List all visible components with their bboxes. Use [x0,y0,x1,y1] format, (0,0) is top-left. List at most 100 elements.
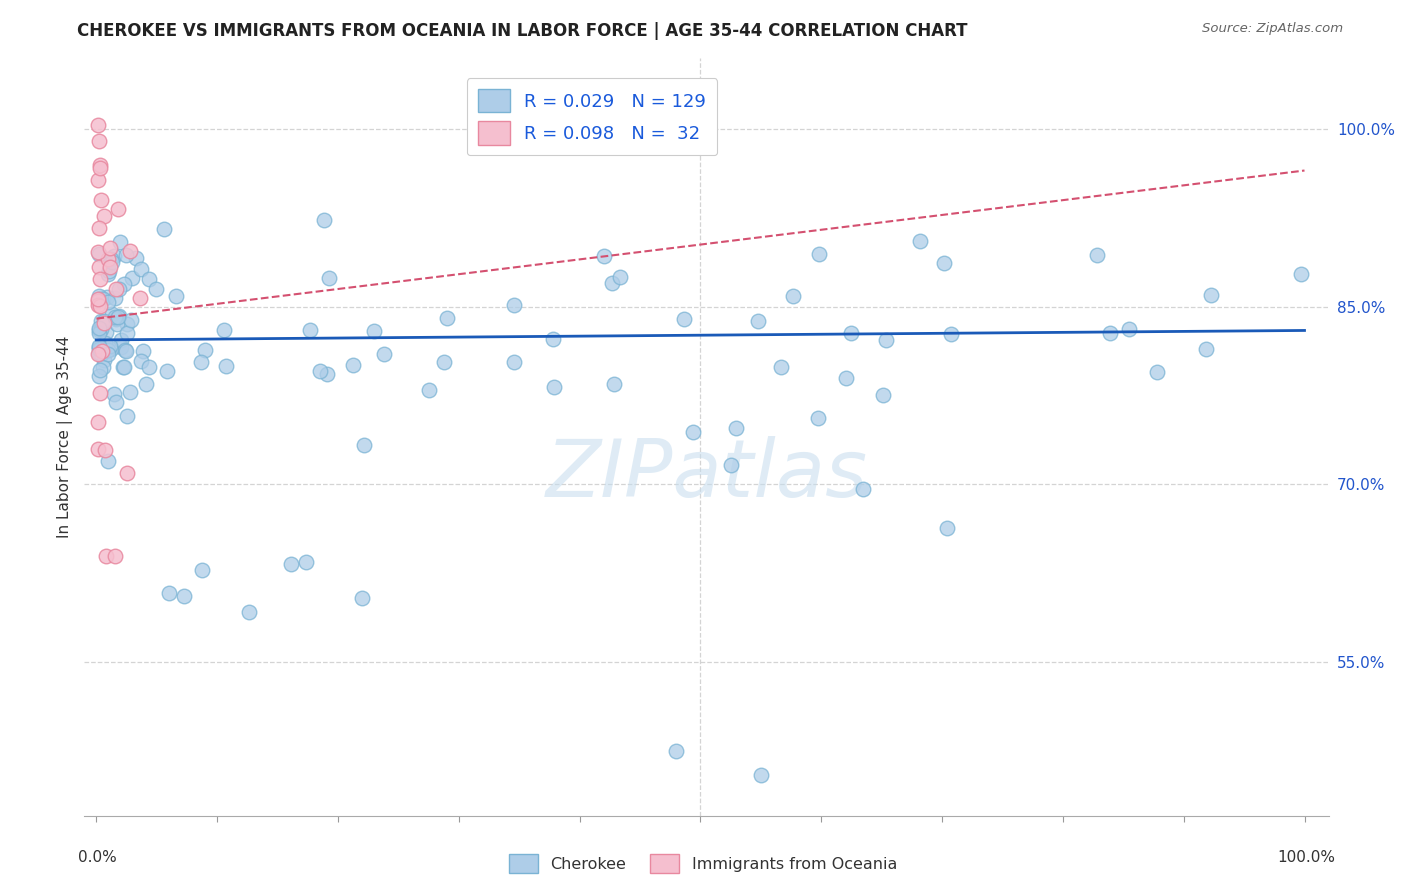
Cherokee [103,387,125,401]
Cherokee [672,311,695,326]
Cherokee [89,341,111,355]
Cherokee [97,454,120,468]
Immigrants from Oceania [86,293,108,307]
Cherokee [110,333,132,347]
Immigrants from Oceania [97,252,120,266]
Cherokee [1085,248,1108,262]
Cherokee [363,324,385,338]
Immigrants from Oceania [87,134,110,148]
Cherokee [314,213,336,227]
Cherokee [373,346,395,360]
Cherokee [1195,342,1218,356]
Text: ZIPatlas: ZIPatlas [546,436,868,514]
Text: 0.0%: 0.0% [79,850,117,865]
Cherokee [682,425,704,439]
Legend: Cherokee, Immigrants from Oceania: Cherokee, Immigrants from Oceania [502,847,904,880]
Cherokee [87,346,110,360]
Cherokee [103,249,125,263]
Cherokee [87,339,110,353]
Cherokee [97,343,120,357]
Cherokee [91,292,114,306]
Immigrants from Oceania [90,193,112,207]
Cherokee [104,291,127,305]
Cherokee [215,359,238,373]
Cherokee [112,277,135,291]
Cherokee [910,234,932,248]
Cherokee [115,343,138,358]
Cherokee [112,360,135,375]
Cherokee [295,555,318,569]
Cherokee [194,343,217,357]
Cherokee [138,272,160,286]
Cherokee [87,342,110,356]
Cherokee [782,288,804,302]
Cherokee [318,271,340,285]
Immigrants from Oceania [94,443,117,458]
Cherokee [94,336,117,351]
Cherokee [90,347,112,361]
Cherokee [418,383,440,397]
Cherokee [875,333,897,347]
Cherokee [157,585,180,599]
Immigrants from Oceania [90,344,112,359]
Immigrants from Oceania [94,549,117,563]
Cherokee [125,251,148,265]
Immigrants from Oceania [115,466,138,480]
Immigrants from Oceania [118,244,141,258]
Y-axis label: In Labor Force | Age 35-44: In Labor Force | Age 35-44 [58,336,73,538]
Cherokee [852,482,875,496]
Cherokee [808,246,831,260]
Cherokee [665,744,688,758]
Cherokee [191,563,214,577]
Cherokee [342,358,364,372]
Cherokee [543,380,565,394]
Immigrants from Oceania [103,549,125,563]
Cherokee [315,367,337,381]
Text: 100.0%: 100.0% [1277,850,1334,865]
Cherokee [97,294,120,309]
Cherokee [104,312,127,326]
Immigrants from Oceania [89,272,111,286]
Immigrants from Oceania [86,245,108,260]
Cherokee [117,318,139,332]
Cherokee [114,248,136,262]
Cherokee [135,376,157,391]
Cherokee [115,326,138,340]
Cherokee [770,359,793,374]
Cherokee [941,326,963,341]
Immigrants from Oceania [93,209,115,223]
Cherokee [108,235,131,249]
Cherokee [132,343,155,358]
Immigrants from Oceania [107,202,129,216]
Immigrants from Oceania [87,173,110,187]
Cherokee [1099,326,1122,340]
Cherokee [541,332,564,346]
Cherokee [104,310,127,324]
Cherokee [100,343,122,357]
Cherokee [298,323,321,337]
Cherokee [89,369,111,384]
Immigrants from Oceania [89,386,111,401]
Immigrants from Oceania [86,294,108,309]
Cherokee [93,353,115,368]
Cherokee [807,411,830,425]
Immigrants from Oceania [98,260,121,274]
Cherokee [100,252,122,266]
Cherokee [835,371,858,385]
Cherokee [90,291,112,305]
Cherokee [87,326,110,340]
Immigrants from Oceania [87,260,110,275]
Cherokee [97,267,120,281]
Immigrants from Oceania [86,347,108,361]
Cherokee [89,341,111,355]
Cherokee [839,326,862,340]
Cherokee [108,282,131,296]
Cherokee [120,384,142,399]
Cherokee [120,313,142,327]
Cherokee [156,364,179,378]
Cherokee [108,310,131,324]
Cherokee [353,437,375,451]
Cherokee [436,311,458,326]
Cherokee [89,363,111,377]
Cherokee [98,263,121,277]
